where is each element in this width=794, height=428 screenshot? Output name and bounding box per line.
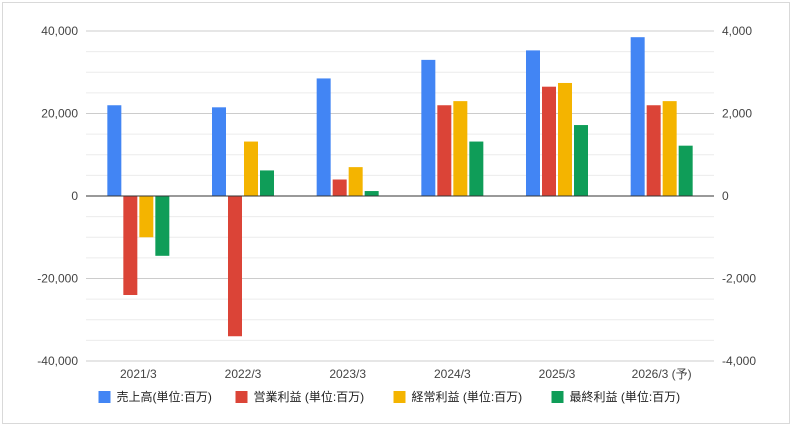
bar[interactable] [228,196,242,337]
bar[interactable] [469,141,484,196]
bar[interactable] [155,196,170,256]
x-axis-tick-label: 2026/3 (予) [632,367,692,381]
bar[interactable] [542,86,556,196]
x-axis-tick-label: 2021/3 [120,367,157,381]
right-axis-tick-label: 0 [722,189,729,203]
bar[interactable] [421,59,436,196]
bar[interactable] [574,125,588,196]
left-axis-tick-label: 0 [71,189,78,203]
legend-label[interactable]: 売上高(単位:百万) [117,389,212,404]
bar[interactable] [260,170,274,196]
bars [107,37,693,337]
bar[interactable] [212,107,226,196]
bar[interactable] [364,191,379,196]
legend-label[interactable]: 経常利益 (単位:百万) [412,389,523,404]
bar[interactable] [453,101,468,196]
right-axis-tick-label: 2,000 [722,107,752,121]
bar[interactable] [662,101,677,196]
legend-swatch[interactable] [98,391,111,403]
x-axis-tick-label: 2025/3 [539,367,576,381]
bar[interactable] [558,82,572,196]
legend[interactable]: 売上高(単位:百万) 営業利益 (単位:百万) 経常利益 (単位:百万) 最終利益 (… [98,389,681,404]
bar[interactable] [678,145,693,196]
left-axis-tick-label: -40,000 [37,354,78,368]
bar[interactable] [630,37,645,196]
x-axis-tick-label: 2022/3 [225,367,262,381]
bar[interactable] [437,105,452,196]
legend-label[interactable]: 最終利益 (単位:百万) [570,389,681,404]
legend-swatch[interactable] [551,391,564,403]
right-axis-tick-label: -2,000 [722,272,756,286]
bar[interactable] [316,78,331,196]
bar[interactable] [107,105,122,196]
x-axis-tick-label: 2023/3 [329,367,366,381]
legend-swatch[interactable] [393,391,406,403]
bar[interactable] [244,141,258,196]
legend-label[interactable]: 営業利益 (単位:百万) [254,389,365,404]
legend-swatch[interactable] [235,391,248,403]
bar[interactable] [646,105,661,196]
left-axis-tick-label: -20,000 [37,272,78,286]
left-axis-tick-label: 20,000 [41,107,78,121]
bar[interactable] [526,50,540,197]
bar[interactable] [348,167,363,196]
right-axis-tick-label: -4,000 [722,354,756,368]
bar[interactable] [123,196,138,295]
x-axis-tick-label: 2024/3 [434,367,471,381]
bar[interactable] [139,196,154,238]
bar[interactable] [332,179,347,197]
axes: 40,000 20,000 0 -20,000 -40,000 4,000 2,000 0 -2… [37,24,756,381]
right-axis-tick-label: 4,000 [722,24,752,38]
left-axis-tick-label: 40,000 [41,24,78,38]
